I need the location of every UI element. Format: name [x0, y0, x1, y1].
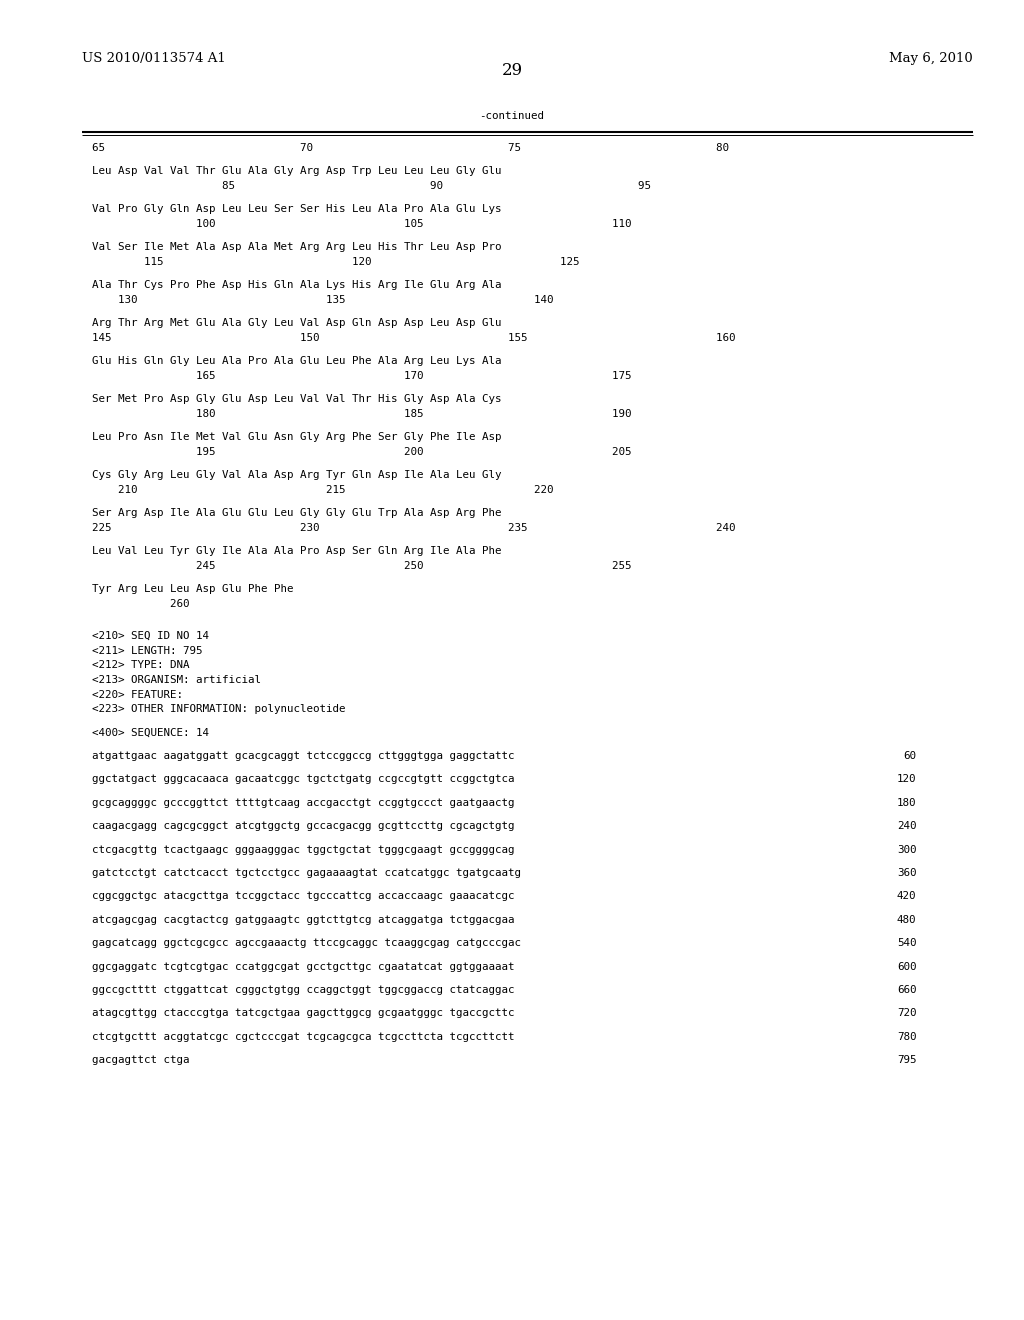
Text: 225                             230                             235             : 225 230 235 — [92, 523, 735, 533]
Text: gacgagttct ctga: gacgagttct ctga — [92, 1055, 189, 1065]
Text: <213> ORGANISM: artificial: <213> ORGANISM: artificial — [92, 675, 261, 685]
Text: 260: 260 — [92, 599, 189, 609]
Text: 120: 120 — [897, 775, 916, 784]
Text: <223> OTHER INFORMATION: polynucleotide: <223> OTHER INFORMATION: polynucleotide — [92, 704, 346, 714]
Text: atagcgttgg ctacccgtga tatcgctgaa gagcttggcg gcgaatgggc tgaccgcttc: atagcgttgg ctacccgtga tatcgctgaa gagcttg… — [92, 1008, 515, 1018]
Text: 180: 180 — [897, 797, 916, 808]
Text: ggcgaggatc tcgtcgtgac ccatggcgat gcctgcttgc cgaatatcat ggtggaaaat: ggcgaggatc tcgtcgtgac ccatggcgat gcctgct… — [92, 961, 515, 972]
Text: ggccgctttt ctggattcat cgggctgtgg ccaggctggt tggcggaccg ctatcaggac: ggccgctttt ctggattcat cgggctgtgg ccaggct… — [92, 985, 515, 995]
Text: 180                             185                             190: 180 185 190 — [92, 409, 632, 418]
Text: 115                             120                             125: 115 120 125 — [92, 256, 580, 267]
Text: Ser Met Pro Asp Gly Glu Asp Leu Val Val Thr His Gly Asp Ala Cys: Ser Met Pro Asp Gly Glu Asp Leu Val Val … — [92, 395, 502, 404]
Text: Val Pro Gly Gln Asp Leu Leu Ser Ser His Leu Ala Pro Ala Glu Lys: Val Pro Gly Gln Asp Leu Leu Ser Ser His … — [92, 205, 502, 214]
Text: -continued: -continued — [479, 111, 545, 121]
Text: Ser Arg Asp Ile Ala Glu Glu Leu Gly Gly Glu Trp Ala Asp Arg Phe: Ser Arg Asp Ile Ala Glu Glu Leu Gly Gly … — [92, 508, 502, 519]
Text: 85                              90                              95: 85 90 95 — [92, 181, 651, 190]
Text: 210                             215                             220: 210 215 220 — [92, 484, 554, 495]
Text: 195                             200                             205: 195 200 205 — [92, 446, 632, 457]
Text: US 2010/0113574 A1: US 2010/0113574 A1 — [82, 51, 225, 65]
Text: 60: 60 — [903, 751, 916, 760]
Text: Val Ser Ile Met Ala Asp Ala Met Arg Arg Leu His Thr Leu Asp Pro: Val Ser Ile Met Ala Asp Ala Met Arg Arg … — [92, 242, 502, 252]
Text: ggctatgact gggcacaaca gacaatcggc tgctctgatg ccgccgtgtt ccggctgtca: ggctatgact gggcacaaca gacaatcggc tgctctg… — [92, 775, 515, 784]
Text: 165                             170                             175: 165 170 175 — [92, 371, 632, 380]
Text: Leu Val Leu Tyr Gly Ile Ala Ala Pro Asp Ser Gln Arg Ile Ala Phe: Leu Val Leu Tyr Gly Ile Ala Ala Pro Asp … — [92, 546, 502, 556]
Text: 300: 300 — [897, 845, 916, 854]
Text: Leu Asp Val Val Thr Glu Ala Gly Arg Asp Trp Leu Leu Leu Gly Glu: Leu Asp Val Val Thr Glu Ala Gly Arg Asp … — [92, 166, 502, 176]
Text: <400> SEQUENCE: 14: <400> SEQUENCE: 14 — [92, 727, 209, 738]
Text: atgattgaac aagatggatt gcacgcaggt tctccggccg cttgggtgga gaggctattc: atgattgaac aagatggatt gcacgcaggt tctccgg… — [92, 751, 515, 760]
Text: gatctcctgt catctcacct tgctcctgcc gagaaaagtat ccatcatggc tgatgcaatg: gatctcctgt catctcacct tgctcctgcc gagaaaa… — [92, 869, 521, 878]
Text: 540: 540 — [897, 939, 916, 948]
Text: Tyr Arg Leu Leu Asp Glu Phe Phe: Tyr Arg Leu Leu Asp Glu Phe Phe — [92, 585, 294, 594]
Text: 420: 420 — [897, 891, 916, 902]
Text: May 6, 2010: May 6, 2010 — [889, 51, 973, 65]
Text: <210> SEQ ID NO 14: <210> SEQ ID NO 14 — [92, 631, 209, 642]
Text: ctcgacgttg tcactgaagc gggaagggac tggctgctat tgggcgaagt gccggggcag: ctcgacgttg tcactgaagc gggaagggac tggctgc… — [92, 845, 515, 854]
Text: gagcatcagg ggctcgcgcc agccgaaactg ttccgcaggc tcaaggcgag catgcccgac: gagcatcagg ggctcgcgcc agccgaaactg ttccgc… — [92, 939, 521, 948]
Text: 245                             250                             255: 245 250 255 — [92, 561, 632, 570]
Text: cggcggctgc atacgcttga tccggctacc tgcccattcg accaccaagc gaaacatcgc: cggcggctgc atacgcttga tccggctacc tgcccat… — [92, 891, 515, 902]
Text: 360: 360 — [897, 869, 916, 878]
Text: atcgagcgag cacgtactcg gatggaagtc ggtcttgtcg atcaggatga tctggacgaa: atcgagcgag cacgtactcg gatggaagtc ggtcttg… — [92, 915, 515, 925]
Text: gcgcaggggc gcccggttct ttttgtcaag accgacctgt ccggtgccct gaatgaactg: gcgcaggggc gcccggttct ttttgtcaag accgacc… — [92, 797, 515, 808]
Text: 65                              70                              75              : 65 70 75 — [92, 143, 729, 153]
Text: Leu Pro Asn Ile Met Val Glu Asn Gly Arg Phe Ser Gly Phe Ile Asp: Leu Pro Asn Ile Met Val Glu Asn Gly Arg … — [92, 432, 502, 442]
Text: <211> LENGTH: 795: <211> LENGTH: 795 — [92, 645, 203, 656]
Text: <212> TYPE: DNA: <212> TYPE: DNA — [92, 660, 189, 671]
Text: <220> FEATURE:: <220> FEATURE: — [92, 689, 183, 700]
Text: ctcgtgcttt acggtatcgc cgctcccgat tcgcagcgca tcgccttcta tcgccttctt: ctcgtgcttt acggtatcgc cgctcccgat tcgcagc… — [92, 1032, 515, 1041]
Text: caagacgagg cagcgcggct atcgtggctg gccacgacgg gcgttccttg cgcagctgtg: caagacgagg cagcgcggct atcgtggctg gccacga… — [92, 821, 515, 832]
Text: 600: 600 — [897, 961, 916, 972]
Text: Glu His Gln Gly Leu Ala Pro Ala Glu Leu Phe Ala Arg Leu Lys Ala: Glu His Gln Gly Leu Ala Pro Ala Glu Leu … — [92, 356, 502, 366]
Text: 480: 480 — [897, 915, 916, 925]
Text: 130                             135                             140: 130 135 140 — [92, 294, 554, 305]
Text: 240: 240 — [897, 821, 916, 832]
Text: 795: 795 — [897, 1055, 916, 1065]
Text: 100                             105                             110: 100 105 110 — [92, 219, 632, 228]
Text: 145                             150                             155             : 145 150 155 — [92, 333, 735, 343]
Text: 660: 660 — [897, 985, 916, 995]
Text: Arg Thr Arg Met Glu Ala Gly Leu Val Asp Gln Asp Asp Leu Asp Glu: Arg Thr Arg Met Glu Ala Gly Leu Val Asp … — [92, 318, 502, 329]
Text: 29: 29 — [502, 62, 522, 79]
Text: 720: 720 — [897, 1008, 916, 1018]
Text: 780: 780 — [897, 1032, 916, 1041]
Text: Cys Gly Arg Leu Gly Val Ala Asp Arg Tyr Gln Asp Ile Ala Leu Gly: Cys Gly Arg Leu Gly Val Ala Asp Arg Tyr … — [92, 470, 502, 480]
Text: Ala Thr Cys Pro Phe Asp His Gln Ala Lys His Arg Ile Glu Arg Ala: Ala Thr Cys Pro Phe Asp His Gln Ala Lys … — [92, 280, 502, 290]
